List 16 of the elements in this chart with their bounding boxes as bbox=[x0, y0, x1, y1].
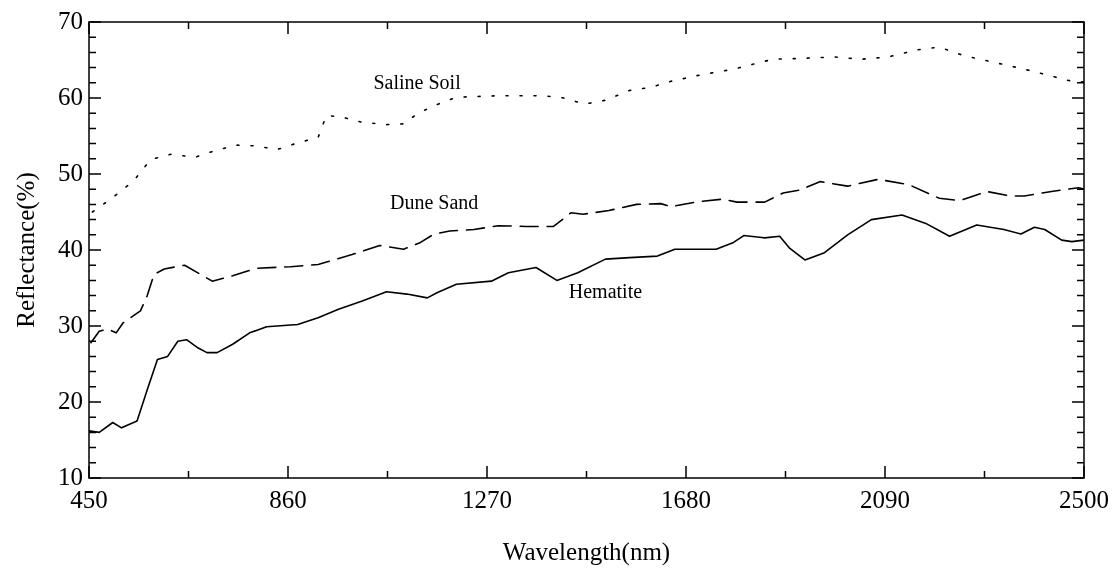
y-tick-label: 30 bbox=[58, 310, 83, 338]
x-tick-label: 2090 bbox=[860, 485, 910, 513]
x-tick-label: 1270 bbox=[462, 485, 512, 513]
y-tick-label: 40 bbox=[58, 234, 83, 262]
series-label: Dune Sand bbox=[389, 191, 479, 214]
x-axis-title: Wavelength(nm) bbox=[502, 537, 671, 566]
y-tick-label: 70 bbox=[58, 6, 83, 34]
y-tick-label: 50 bbox=[58, 158, 83, 186]
series-label: Saline Soil bbox=[373, 71, 462, 94]
y-axis-title: Reflectance(%) bbox=[11, 172, 40, 328]
series-label: Hematite bbox=[568, 280, 643, 303]
y-tick-label: 20 bbox=[58, 386, 83, 414]
x-tick-label: 2500 bbox=[1059, 485, 1109, 513]
x-tick-label: 860 bbox=[269, 485, 307, 513]
x-tick-label: 1680 bbox=[661, 485, 711, 513]
y-tick-label: 60 bbox=[58, 82, 83, 110]
